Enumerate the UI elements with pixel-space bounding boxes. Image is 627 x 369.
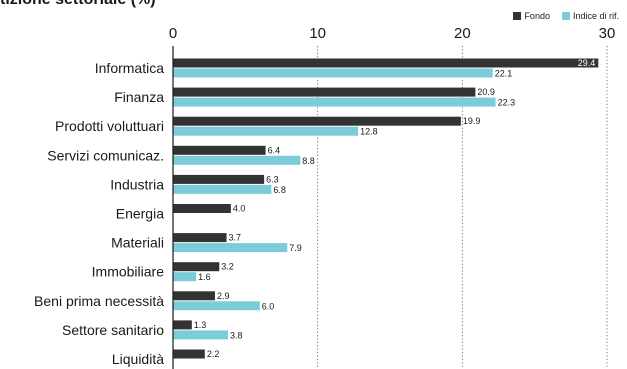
category-label: Settore sanitario	[62, 322, 164, 338]
value-label-fondo: 2.9	[217, 291, 230, 301]
bar-fondo	[173, 145, 266, 155]
value-label-fondo: 29.4	[578, 58, 596, 68]
bar-indice	[173, 155, 301, 165]
value-label-indice: 6.8	[273, 185, 286, 195]
legend: Fondo Indice di rif.	[513, 11, 619, 21]
category-label: Informatica	[95, 60, 164, 76]
value-label-indice: 22.1	[495, 69, 513, 79]
value-label-indice: 7.9	[289, 243, 302, 253]
bar-fondo	[173, 174, 265, 184]
category-label: Servizi comunicaz.	[47, 147, 164, 163]
legend-swatch-fondo	[513, 12, 522, 20]
bar-indice	[173, 272, 197, 282]
bar-fondo	[173, 87, 476, 97]
bar-fondo	[173, 291, 215, 301]
tick-label-10: 10	[309, 25, 326, 42]
bar-fondo	[173, 349, 205, 359]
value-label-indice: 6.0	[262, 301, 275, 311]
category-label: Beni prima necessità	[34, 293, 164, 309]
bar-fondo	[173, 262, 220, 272]
value-label-fondo: 19.9	[463, 116, 481, 126]
bar-fondo	[173, 204, 231, 213]
bar-indice	[173, 301, 260, 311]
category-label: Materiali	[111, 235, 164, 251]
value-label-indice: 22.3	[498, 98, 516, 108]
bar-indice	[173, 97, 496, 107]
value-label-fondo: 2.2	[207, 349, 220, 359]
value-label-fondo: 4.0	[233, 204, 246, 214]
value-label-fondo: 3.7	[229, 233, 242, 243]
legend-swatch-indice	[561, 12, 570, 20]
value-label-fondo: 1.3	[194, 320, 207, 330]
category-label: Liquidità	[112, 351, 164, 367]
bar-fondo	[173, 320, 192, 330]
bar-indice	[173, 126, 359, 136]
bar-indice	[173, 68, 493, 78]
value-label-indice: 3.8	[230, 330, 243, 340]
value-label-fondo: 6.3	[266, 174, 279, 184]
value-label-indice: 1.6	[198, 272, 211, 282]
category-label: Prodotti voluttuari	[55, 118, 164, 134]
tick-label-20: 20	[454, 25, 471, 42]
category-label: Industria	[110, 176, 164, 192]
tick-label-0: 0	[169, 25, 177, 42]
value-label-indice: 12.8	[360, 127, 378, 137]
value-label-indice: 8.8	[302, 156, 315, 166]
legend-label-fondo: Fondo	[524, 11, 550, 21]
bar-fondo	[173, 233, 227, 243]
value-label-fondo: 3.2	[221, 262, 234, 272]
bar-indice	[173, 330, 228, 340]
value-label-fondo: 20.9	[477, 87, 495, 97]
category-label: Immobiliare	[92, 264, 165, 280]
category-label: Finanza	[114, 89, 164, 105]
bar-fondo	[173, 116, 461, 126]
bar-indice	[173, 184, 272, 194]
value-label-fondo: 6.4	[268, 145, 281, 155]
bar-indice	[173, 243, 288, 253]
bar-fondo	[173, 58, 599, 68]
chart-title: tizione settoriale (%)	[0, 0, 156, 9]
tick-label-30: 30	[599, 25, 616, 42]
category-label: Energia	[116, 206, 164, 222]
legend-label-indice: Indice di rif.	[572, 11, 619, 21]
legend-item-fondo: Fondo	[513, 11, 550, 21]
legend-item-indice: Indice di rif.	[561, 11, 619, 21]
